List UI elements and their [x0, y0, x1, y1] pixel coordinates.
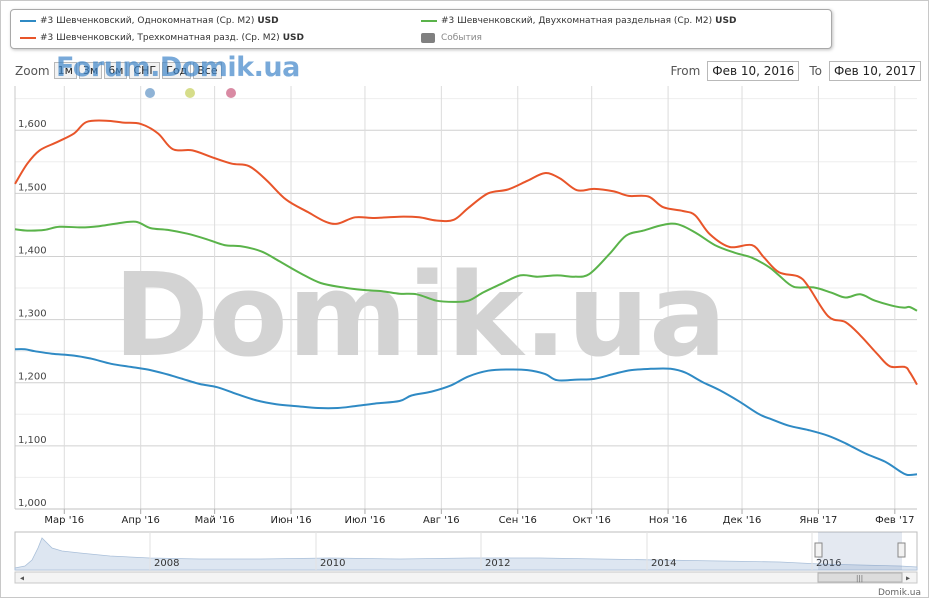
- legend-label: События: [441, 33, 482, 43]
- legend-unit: USD: [715, 16, 737, 26]
- chart-legend: #3 Шевченковский, Однокомнатная (Ср. М2)…: [10, 9, 832, 49]
- zoom-ytd-button[interactable]: СНГ: [129, 62, 161, 79]
- from-date-input[interactable]: Фев 10, 2016: [707, 61, 800, 81]
- zoom-year-button[interactable]: Год: [162, 62, 192, 79]
- to-date-input[interactable]: Фев 10, 2017: [828, 61, 921, 81]
- legend-swatch: [421, 33, 435, 43]
- legend-label: #3 Шевченковский, Однокомнатная (Ср. М2): [40, 16, 255, 26]
- legend-item-two-room[interactable]: #3 Шевченковский, Двухкомнатная раздельн…: [421, 15, 736, 27]
- legend-unit: USD: [282, 33, 304, 43]
- legend-swatch: [20, 37, 36, 39]
- legend-label: #3 Шевченковский, Двухкомнатная раздельн…: [441, 16, 713, 26]
- legend-unit: USD: [257, 16, 279, 26]
- legend-label: #3 Шевченковский, Трехкомнатная разд. (С…: [40, 33, 280, 43]
- zoom-all-button[interactable]: Все: [193, 62, 222, 79]
- zoom-controls: Zoom 1м 3м 6м СНГ Год Все: [15, 62, 222, 79]
- zoom-6m-button[interactable]: 6м: [104, 62, 128, 79]
- to-label: To: [809, 64, 822, 78]
- event-marker-3[interactable]: [226, 88, 236, 98]
- legend-swatch: [421, 20, 437, 22]
- legend-swatch: [20, 20, 36, 22]
- legend-item-one-room[interactable]: #3 Шевченковский, Однокомнатная (Ср. М2)…: [20, 15, 279, 27]
- footer-credit: Domik.ua: [878, 588, 921, 598]
- date-range: From Фев 10, 2016 To Фев 10, 2017: [671, 61, 921, 81]
- legend-item-three-room[interactable]: #3 Шевченковский, Трехкомнатная разд. (С…: [20, 32, 304, 44]
- forum-watermark: Forum.Domik.ua: [56, 52, 300, 83]
- legend-item-events[interactable]: События: [421, 32, 482, 44]
- zoom-1m-button[interactable]: 1м: [53, 62, 77, 79]
- from-label: From: [670, 64, 701, 78]
- zoom-3m-button[interactable]: 3м: [78, 62, 103, 79]
- zoom-label: Zoom: [15, 63, 50, 78]
- event-marker-2[interactable]: [185, 88, 195, 98]
- event-marker-1[interactable]: [145, 88, 155, 98]
